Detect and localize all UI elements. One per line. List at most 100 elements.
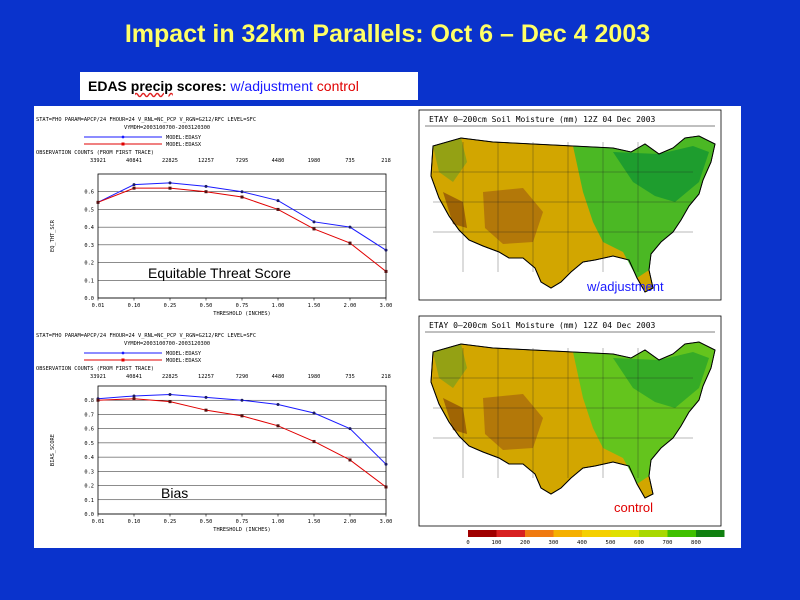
ets-chart-ytick-label: 0.5 — [84, 207, 94, 213]
ets-chart-xtick-label: 1.50 — [308, 303, 321, 309]
map-adjustment-label: w/adjustment — [586, 279, 664, 294]
bias-chart-point-control — [132, 397, 136, 401]
ets-chart-point-adjustment — [348, 225, 352, 229]
ets-chart-xtick-label: 2.00 — [344, 303, 357, 309]
bias-chart-xtick-label: 0.75 — [236, 519, 249, 525]
ets-chart-point-control — [240, 195, 244, 199]
ets-chart-count-label: 22825 — [162, 158, 178, 164]
ets-chart-point-adjustment — [168, 181, 172, 185]
ets-chart-point-control — [312, 227, 316, 231]
ets-chart-point-adjustment — [312, 220, 316, 224]
colorbar-segment — [696, 530, 725, 537]
legend-series-adjustment: w/adjustment — [230, 78, 313, 94]
bias-chart-point-adjustment — [204, 395, 208, 399]
map-control-title: ETAY 0–200cm Soil Moisture (mm) 12Z 04 D… — [429, 321, 656, 330]
ets-chart-count-label: 12257 — [198, 158, 214, 164]
ets-chart-ytick-label: 0.3 — [84, 243, 94, 249]
ets-chart-count-label: 218 — [381, 158, 391, 164]
colorbar-segment — [667, 530, 696, 537]
bias-chart-ytick-label: 0.1 — [84, 498, 94, 504]
ets-chart-point-adjustment — [276, 199, 280, 203]
map-adjustment-moist-northwest — [433, 138, 467, 182]
bias-chart-ytick-label: 0.7 — [84, 412, 94, 418]
colorbar-segment — [610, 530, 639, 537]
ets-chart-legend-marker-control — [121, 142, 125, 146]
ets-chart-point-adjustment — [240, 190, 244, 194]
colorbar-tick-label: 800 — [691, 540, 701, 546]
ets-chart-ytick-label: 0.6 — [84, 190, 94, 196]
ets-chart-point-control — [132, 186, 136, 190]
colorbar-tick-label: 400 — [577, 540, 587, 546]
ets-chart-ytick-label: 0.4 — [84, 225, 94, 231]
ets-chart-series-line-control — [97, 187, 387, 272]
bias-chart-legend-marker-adjustment — [121, 351, 125, 355]
bias-chart-count-label: 12257 — [198, 374, 214, 380]
ets-chart-xtick-label: 0.75 — [236, 303, 249, 309]
bias-chart-ytick-label: 0.8 — [84, 398, 94, 404]
bias-chart-xtick-label: 0.50 — [200, 519, 213, 525]
bias-chart-xaxis-title: THRESHOLD (INCHES) — [213, 527, 270, 533]
bias-chart-point-adjustment — [168, 393, 172, 397]
legend-series-control: control — [316, 78, 359, 94]
bias-chart-point-control — [312, 439, 316, 443]
colorbar-tick-label: 500 — [606, 540, 616, 546]
legend-prefix-a: EDAS — [88, 78, 131, 94]
bias-chart-count-label: 22825 — [162, 374, 178, 380]
ets-chart-legend-marker-adjustment — [121, 135, 125, 139]
bias-chart-point-control — [276, 424, 280, 428]
ets-chart-yaxis-title: EQ_THT_SCR — [50, 219, 56, 252]
ets-chart-count-label: 4480 — [272, 158, 285, 164]
bias-chart-point-control — [204, 408, 208, 412]
bias-chart-point-adjustment — [348, 427, 352, 431]
bias-chart-xtick-label: 1.00 — [272, 519, 285, 525]
ets-chart-counts-title: OBSERVATION COUNTS (FROM FIRST TRACE) — [36, 150, 154, 156]
legend-prefix-c: scores: — [172, 78, 227, 94]
legend-prefix: EDAS precip scores: — [88, 78, 227, 94]
colorbar-tick-label: 700 — [663, 540, 673, 546]
bias-chart-point-adjustment — [276, 402, 280, 406]
bias-chart-ytick-label: 0.6 — [84, 427, 94, 433]
map-adjustment-moist-northeast — [613, 146, 709, 202]
ets-chart-point-control — [276, 207, 280, 211]
bias-chart-ytick-label: 0.0 — [84, 512, 94, 518]
bias-chart-count-label: 7290 — [236, 374, 249, 380]
figure-panel: STAT=FHO PARAM=APCP/24 FHOUR=24 V_RNL=NC… — [34, 106, 741, 548]
ets-chart-point-control — [96, 200, 100, 204]
bias-chart-count-label: 4480 — [272, 374, 285, 380]
ets-chart-xaxis-title: THRESHOLD (INCHES) — [213, 311, 270, 317]
bias-chart-series-line-adjustment — [97, 394, 387, 465]
bias-chart-ytick-label: 0.2 — [84, 484, 94, 490]
ets-chart-point-control — [384, 269, 388, 273]
legend-prefix-b: precip — [130, 78, 173, 94]
bias-chart-count-label: 33921 — [90, 374, 106, 380]
bias-chart-legend-entry-control: MODEL:EDASX — [166, 358, 202, 364]
map-adjustment-dry-california — [443, 192, 467, 228]
bias-chart-xtick-label: 3.00 — [380, 519, 393, 525]
ets-chart-point-control — [168, 186, 172, 190]
bias-chart-count-label: 218 — [381, 374, 391, 380]
ets-chart-header-line1: STAT=FHO PARAM=APCP/24 FHOUR=24 V_RNL=NC… — [36, 117, 256, 123]
bias-chart-count-label: 1980 — [308, 374, 321, 380]
ets-chart-point-adjustment — [204, 184, 208, 188]
ets-chart-xtick-label: 0.10 — [128, 303, 141, 309]
map-adjustment-title: ETAY 0–200cm Soil Moisture (mm) 12Z 04 D… — [429, 115, 656, 124]
bias-chart-point-control — [348, 458, 352, 462]
ets-chart-ytick-label: 0.0 — [84, 296, 94, 302]
colorbar-tick-label: 600 — [634, 540, 644, 546]
bias-chart-point-adjustment — [240, 398, 244, 402]
ets-chart-ytick-label: 0.1 — [84, 278, 94, 284]
bias-chart-point-control — [96, 398, 100, 402]
map-adjustment-us-map — [423, 132, 717, 293]
map-control-label: control — [614, 500, 653, 515]
ets-chart-point-adjustment — [132, 183, 136, 187]
ets-chart-count-label: 7295 — [236, 158, 249, 164]
bias-chart-header-line2: VYMDH=2003100700-2003120300 — [124, 341, 210, 347]
figure-svg: STAT=FHO PARAM=APCP/24 FHOUR=24 V_RNL=NC… — [36, 109, 725, 546]
map-control-moist-northwest — [433, 344, 467, 388]
ets-chart-legend-entry-adjustment: MODEL:EDASY — [166, 135, 202, 141]
bias-chart-count-label: 40841 — [126, 374, 142, 380]
colorbar-segment — [496, 530, 525, 537]
bias-chart-legend-entry-adjustment: MODEL:EDASY — [166, 351, 202, 357]
bias-chart-point-control — [168, 400, 172, 404]
colorbar-segment — [553, 530, 582, 537]
